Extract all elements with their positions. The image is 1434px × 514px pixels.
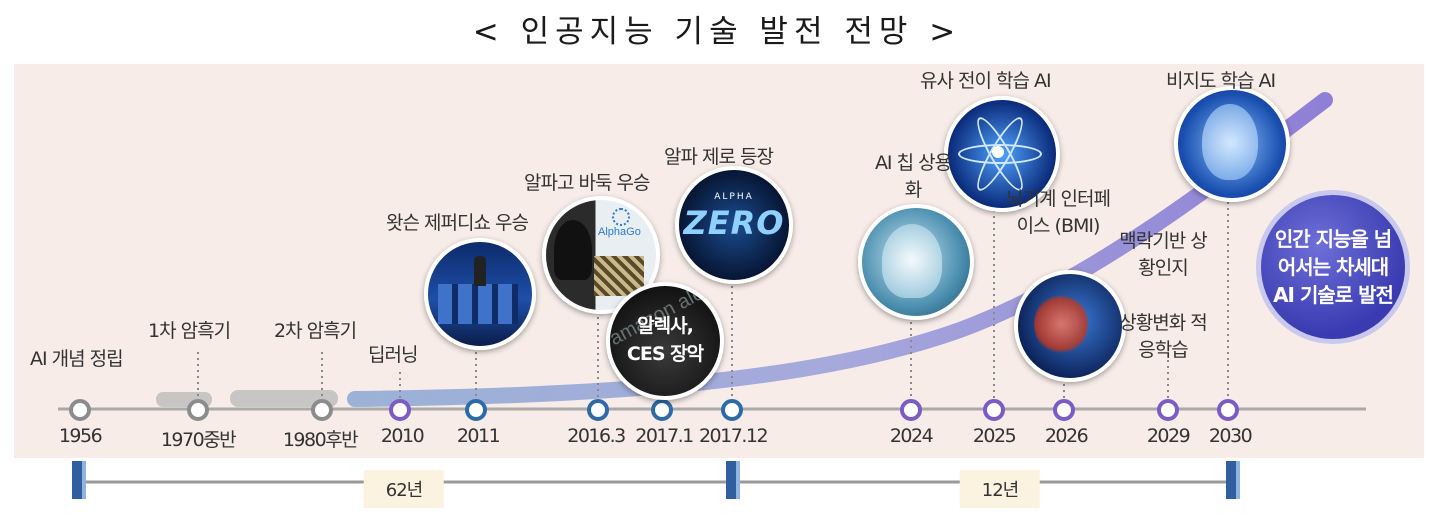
year-2010: 2010	[380, 425, 425, 447]
alphazero-small-text: ALPHA	[714, 192, 754, 202]
node-1980	[311, 399, 333, 421]
alphago-logo: AlphaGo	[598, 226, 641, 238]
label-ai-chip: AI 칩 상용화	[874, 152, 952, 201]
year-1980: 1980후반	[282, 429, 359, 451]
node-1970	[187, 399, 209, 421]
unsupervised-image	[1174, 86, 1290, 202]
node-1956	[69, 399, 91, 421]
page-title: < 인공지능 기술 발전 전망 >	[472, 14, 962, 50]
alexa-image: amazon alexa 알렉사, CES 장악	[606, 282, 724, 400]
node-2016	[587, 399, 609, 421]
node-2017-12	[721, 399, 743, 421]
span-label-12: 12년	[959, 470, 1041, 508]
node-2011	[465, 399, 487, 421]
year-1970: 1970중반	[160, 429, 237, 451]
winter2-bar	[230, 390, 338, 407]
year-2017-1: 2017.1	[635, 425, 694, 447]
alphazero-big-text: ZERO	[683, 204, 785, 242]
label-ai-concept: AI 개념 정립	[30, 348, 124, 370]
node-2024	[900, 399, 922, 421]
label-alphago: 알파고 바둑 우승	[524, 172, 650, 194]
year-2025: 2025	[972, 425, 1017, 447]
label-context: 맥락기반 상황인지	[1119, 230, 1207, 279]
span-marker-start	[72, 461, 82, 499]
node-2029	[1157, 399, 1179, 421]
alphago-image: AlphaGo	[542, 196, 660, 314]
node-2026	[1053, 399, 1075, 421]
ai-chip-image	[858, 204, 974, 320]
year-2029: 2029	[1146, 425, 1191, 447]
bmi-image	[1014, 270, 1126, 382]
node-2030	[1217, 399, 1239, 421]
final-goal-circle: 인간 지능을 넘어서는 차세대 AI 기술로 발전	[1256, 190, 1410, 344]
label-winter1: 1차 암흑기	[148, 320, 231, 342]
label-adaptive: 상황변화 적응학습	[1119, 312, 1207, 361]
span-label-62: 62년	[363, 470, 445, 508]
year-2017-12: 2017.12	[698, 425, 769, 447]
alphazero-image: ALPHA ZERO	[675, 166, 793, 284]
alexa-caption: 알렉사, CES 장악	[626, 315, 704, 365]
node-2017-1	[651, 399, 673, 421]
label-bmi: 뇌기계 인터페이스 (BMI)	[1006, 188, 1111, 237]
year-2026: 2026	[1044, 425, 1089, 447]
label-unsupervised: 비지도 학습 AI	[1166, 70, 1276, 92]
watson-image	[424, 238, 536, 350]
alphago-logo-icon	[612, 208, 630, 226]
node-2025	[983, 399, 1005, 421]
transfer-learning-image	[944, 96, 1060, 212]
year-2016-3: 2016.3	[567, 425, 626, 447]
label-deep-learning: 딥러닝	[368, 344, 418, 366]
year-1956: 1956	[58, 425, 103, 447]
year-2024: 2024	[889, 425, 934, 447]
node-2010	[389, 399, 411, 421]
year-2030: 2030	[1208, 425, 1253, 447]
label-watson: 왓슨 제퍼디쇼 우승	[386, 212, 529, 234]
label-winter2: 2차 암흑기	[274, 320, 357, 342]
span-marker-mid	[726, 461, 736, 499]
span-marker-end	[1226, 461, 1236, 499]
year-2011: 2011	[456, 425, 501, 447]
label-alphazero: 알파 제로 등장	[664, 146, 774, 168]
label-transfer: 유사 전이 학습 AI	[920, 70, 1052, 92]
